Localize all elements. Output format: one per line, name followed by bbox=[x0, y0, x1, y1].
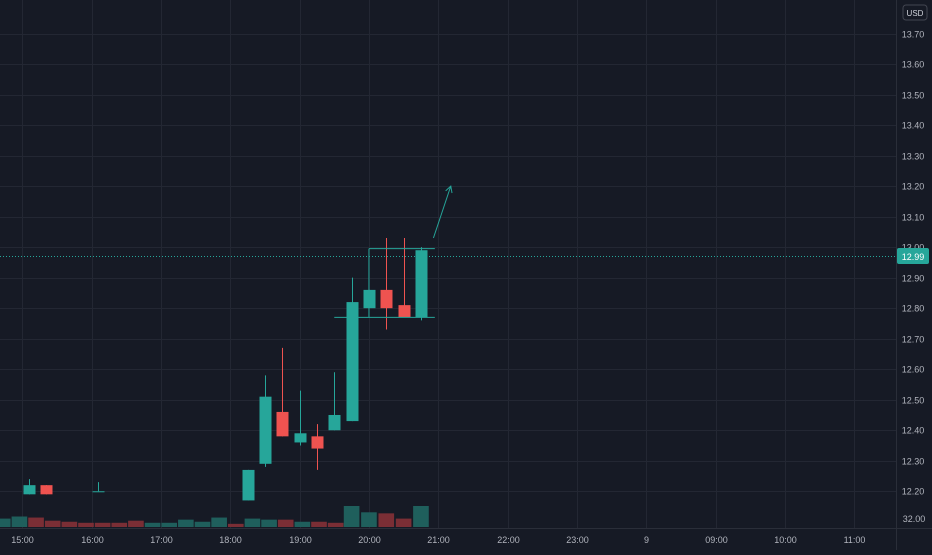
volume-bar bbox=[378, 513, 395, 527]
grid bbox=[0, 0, 896, 528]
candle-body bbox=[259, 396, 272, 464]
y-tick-label: 13.20 bbox=[902, 182, 925, 192]
volume-bar bbox=[413, 506, 429, 527]
volume-bar bbox=[194, 521, 211, 527]
x-tick-label: 19:00 bbox=[289, 535, 312, 545]
y-tick-label: 13.70 bbox=[902, 30, 925, 40]
candle-body bbox=[346, 302, 359, 422]
arrow-head-icon bbox=[445, 185, 453, 194]
volume-bar bbox=[211, 517, 227, 527]
x-tick-label: 17:00 bbox=[150, 535, 173, 545]
volume-axis-label: 32.00 bbox=[903, 514, 926, 524]
x-tick-label: 10:00 bbox=[774, 535, 797, 545]
volume-bar bbox=[11, 516, 28, 527]
y-tick-label: 12.50 bbox=[902, 396, 925, 406]
x-tick-label: 20:00 bbox=[358, 535, 381, 545]
drawings[interactable] bbox=[334, 185, 453, 318]
drawing-arrow[interactable] bbox=[432, 185, 452, 239]
volume-bar bbox=[128, 520, 144, 527]
currency-badge[interactable]: USD bbox=[902, 4, 928, 21]
candle-body bbox=[363, 289, 376, 309]
y-tick-label: 12.60 bbox=[902, 365, 925, 375]
y-tick-label: 12.40 bbox=[902, 426, 925, 436]
volume-bar bbox=[227, 523, 244, 527]
volume-bar bbox=[395, 518, 412, 527]
volume-bar bbox=[44, 520, 61, 527]
y-tick-label: 12.70 bbox=[902, 335, 925, 345]
volume-bar bbox=[94, 522, 111, 527]
x-tick-label: 22:00 bbox=[497, 535, 520, 545]
volume-bar bbox=[361, 512, 377, 527]
candle-body bbox=[40, 485, 53, 495]
y-tick-label: 13.60 bbox=[902, 60, 925, 70]
volume-bar bbox=[294, 521, 311, 527]
y-tick-label: 13.50 bbox=[902, 91, 925, 101]
price-axis[interactable]: 12.20 12.30 12.40 12.50 12.60 12.70 12.80 12.90… bbox=[902, 30, 925, 497]
volume-bar bbox=[261, 519, 277, 527]
volume-bar bbox=[111, 522, 128, 527]
y-tick-label: 13.40 bbox=[902, 121, 925, 131]
x-tick-label: 15:00 bbox=[11, 535, 34, 545]
candle-body bbox=[380, 289, 393, 309]
volume-bars bbox=[0, 506, 429, 527]
y-tick-label: 12.80 bbox=[902, 304, 925, 314]
volume-bar bbox=[28, 517, 44, 527]
volume-bar bbox=[61, 521, 78, 527]
volume-bar bbox=[343, 506, 360, 527]
candles bbox=[23, 238, 428, 501]
candle-body bbox=[415, 250, 428, 318]
volume-bar bbox=[144, 522, 161, 527]
x-tick-label: 09:00 bbox=[705, 535, 728, 545]
candle-body bbox=[294, 433, 307, 443]
volume-bar bbox=[0, 518, 11, 527]
volume-bar bbox=[244, 518, 261, 527]
candle-body bbox=[92, 491, 105, 493]
last-price-badge: 12.99 bbox=[897, 248, 929, 264]
x-tick-label: 23:00 bbox=[566, 535, 589, 545]
candle-body bbox=[311, 436, 324, 449]
y-tick-label: 13.10 bbox=[902, 213, 925, 223]
volume-bar bbox=[78, 522, 94, 527]
y-tick-label: 13.00 bbox=[902, 243, 925, 253]
time-axis[interactable]: 15:00 16:00 17:00 18:00 19:00 20:00 21:00 22:00… bbox=[0, 528, 932, 546]
x-tick-label: 16:00 bbox=[81, 535, 104, 545]
candle-body bbox=[276, 411, 289, 437]
volume-bar bbox=[311, 521, 327, 527]
last-price-label: 12.99 bbox=[902, 252, 925, 262]
currency-label: USD bbox=[907, 9, 924, 18]
y-tick-label: 12.30 bbox=[902, 457, 925, 467]
x-tick-label: 11:00 bbox=[844, 535, 866, 545]
candle-body bbox=[328, 414, 341, 431]
candle-body bbox=[398, 305, 411, 318]
y-tick-label: 13.30 bbox=[902, 152, 925, 162]
volume-bar bbox=[161, 522, 178, 527]
volume-bar bbox=[327, 522, 344, 527]
candle-body bbox=[242, 469, 255, 501]
y-tick-label: 12.20 bbox=[902, 487, 925, 497]
candle-body bbox=[23, 485, 36, 495]
x-tick-label: 21:00 bbox=[427, 535, 450, 545]
y-tick-label: 12.90 bbox=[902, 274, 925, 284]
x-tick-label: 18:00 bbox=[219, 535, 242, 545]
x-tick-label: 9 bbox=[644, 535, 649, 545]
volume-bar bbox=[178, 519, 194, 527]
volume-bar bbox=[277, 519, 294, 527]
